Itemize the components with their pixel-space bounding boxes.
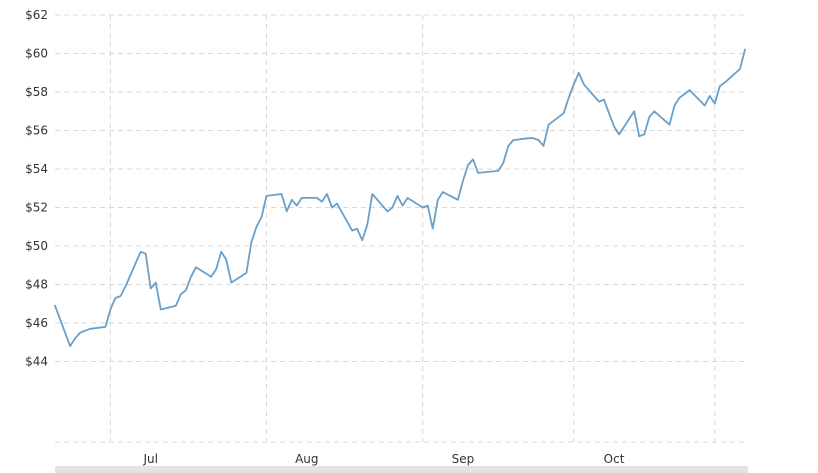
series-layer [54,48,746,348]
chart-scrollbar[interactable] [55,466,748,473]
gridlines [55,14,748,443]
x-axis-tick-labels: Jul Aug Sep Oct [142,452,624,466]
y-tick-label: $52 [25,201,48,215]
x-tick-label: Sep [452,452,475,466]
y-axis-tick-labels: $62 $60 $58 $56 $54 $52 $50 $48 $46 $44 [25,8,48,369]
y-tick-label: $62 [25,8,48,22]
y-tick-label: $50 [25,239,48,253]
price-line [54,48,746,348]
x-tick-label: Aug [295,452,318,466]
y-tick-label: $56 [25,124,48,138]
y-tick-label: $44 [25,355,48,369]
y-tick-label: $48 [25,278,48,292]
x-tick-label: Jul [142,452,157,466]
y-tick-label: $60 [25,47,48,61]
x-tick-label: Oct [604,452,625,466]
y-tick-label: $46 [25,316,48,330]
y-tick-label: $54 [25,162,48,176]
y-tick-label: $58 [25,85,48,99]
